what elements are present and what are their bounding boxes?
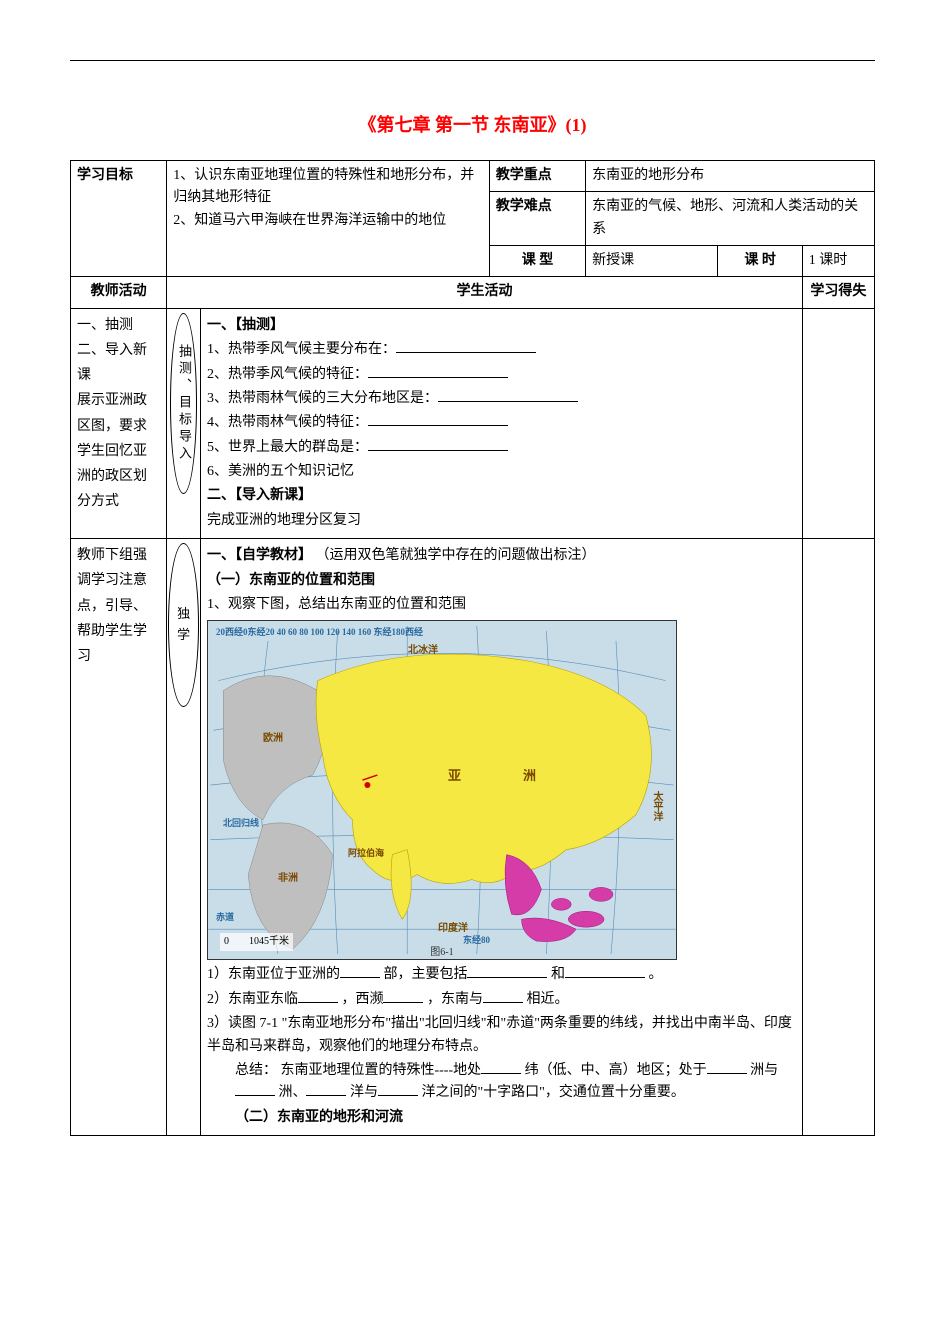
a2-d: 相近。 bbox=[526, 992, 568, 1007]
sum-e: 洋与 bbox=[350, 1085, 378, 1100]
map-caption: 图6-1 bbox=[430, 945, 453, 960]
phase-bubble-2: 独学 bbox=[168, 543, 199, 707]
type-text: 新授课 bbox=[586, 245, 718, 276]
quiz-q2: 2、热带季风气候的特征： bbox=[207, 367, 368, 382]
map-label-arctic: 北冰洋 bbox=[408, 643, 438, 659]
map-label-europe: 欧洲 bbox=[263, 731, 283, 747]
map-label-africa: 非洲 bbox=[278, 871, 298, 887]
blank[interactable] bbox=[396, 339, 536, 353]
blank[interactable] bbox=[368, 364, 508, 378]
a1-d: 。 bbox=[648, 967, 662, 982]
goal-text: 1、认识东南亚地理位置的特殊性和地形分布，并归纳其地形特征 2、知道马六甲海峡在… bbox=[167, 160, 490, 277]
section-2-title: （二）东南亚的地形和河流 bbox=[207, 1107, 796, 1129]
difficulty-text: 东南亚的气候、地形、河流和人类活动的关系 bbox=[586, 192, 875, 246]
blank[interactable] bbox=[306, 1082, 346, 1096]
student-activity-1: 一、【抽测】 1、热带季风气候主要分布在： 2、热带季风气候的特征： 3、热带雨… bbox=[200, 308, 802, 539]
quiz-q1: 1、热带季风气候主要分布在： bbox=[207, 342, 396, 357]
intro-heading: 二、【导入新课】 bbox=[207, 485, 796, 507]
map-label-arabian: 阿拉伯海 bbox=[348, 846, 384, 860]
blank[interactable] bbox=[483, 989, 523, 1003]
a1-b: 部，主要包括 bbox=[383, 967, 467, 982]
quiz-q6: 6、美洲的五个知识记忆 bbox=[207, 461, 796, 483]
sum-d: 洲、 bbox=[278, 1085, 306, 1100]
blank[interactable] bbox=[368, 437, 508, 451]
quiz-q3: 3、热带雨林气候的三大分布地区是： bbox=[207, 391, 438, 406]
sum-a: 东南亚地理位置的特殊性----地处 bbox=[280, 1063, 481, 1078]
student-activity-2: 一、【自学教材】 （运用双色笔就独学中存在的问题做出标注） （一）东南亚的位置和… bbox=[200, 539, 802, 1136]
col-student: 学生活动 bbox=[167, 277, 802, 308]
map-top-ticks: 20西经0东经20 40 60 80 100 120 140 160 东经180… bbox=[216, 625, 423, 639]
section-1-title: （一）东南亚的位置和范围 bbox=[207, 570, 796, 592]
gain-cell-1[interactable] bbox=[802, 308, 874, 539]
period-text: 1 课时 bbox=[802, 245, 874, 276]
a1-a: 1）东南亚位于亚洲的 bbox=[207, 967, 340, 982]
period-label: 课 时 bbox=[718, 245, 802, 276]
map-label-e80: 东经80 bbox=[463, 933, 490, 947]
gain-cell-2[interactable] bbox=[802, 539, 874, 1136]
blank[interactable] bbox=[438, 388, 578, 402]
blank[interactable] bbox=[298, 989, 338, 1003]
map-label-tropic: 北回归线 bbox=[223, 816, 259, 830]
map-scale: 0 1045千米 bbox=[220, 933, 293, 951]
teacher-activity-1: 一、抽测 二、导入新课 展示亚洲政区图，要求学生回忆亚洲的政区划分方式 bbox=[71, 308, 167, 539]
selfstudy-heading: 一、【自学教材】 bbox=[207, 548, 312, 563]
a3-text: 3）读图 7-1 "东南亚地形分布"描出"北回归线"和"赤道"两条重要的纬线，并… bbox=[207, 1013, 796, 1058]
quiz-heading: 一、【抽测】 bbox=[207, 315, 796, 337]
map-label-pacific: 太平洋 bbox=[648, 791, 664, 821]
blank[interactable] bbox=[383, 989, 423, 1003]
blank[interactable] bbox=[707, 1060, 747, 1074]
col-teacher: 教师活动 bbox=[71, 277, 167, 308]
summary-label: 总结： bbox=[235, 1063, 277, 1078]
a1-c: 和 bbox=[551, 967, 565, 982]
keypoint-label: 教学重点 bbox=[489, 160, 585, 191]
blank[interactable] bbox=[565, 964, 645, 978]
blank[interactable] bbox=[340, 964, 380, 978]
a2-c: ，东南与 bbox=[427, 992, 483, 1007]
lesson-table: 学习目标 1、认识东南亚地理位置的特殊性和地形分布，并归纳其地形特征 2、知道马… bbox=[70, 160, 875, 1136]
map-svg bbox=[208, 621, 676, 959]
map-label-asia: 亚 洲 bbox=[448, 766, 548, 787]
quiz-q5: 5、世界上最大的群岛是： bbox=[207, 440, 368, 455]
page-title: 《第七章 第一节 东南亚》(1) bbox=[70, 111, 875, 140]
phase-bubble-1: 抽测、目标导入 bbox=[170, 313, 197, 494]
a2-a: 2）东南亚东临 bbox=[207, 992, 298, 1007]
sum-c: 洲与 bbox=[750, 1063, 778, 1078]
intro-body: 完成亚洲的地理分区复习 bbox=[207, 510, 796, 532]
sum-f: 洋之间的"十字路口"，交通位置十分重要。 bbox=[421, 1085, 684, 1100]
quiz-q4: 4、热带雨林气候的特征： bbox=[207, 415, 368, 430]
keypoint-text: 东南亚的地形分布 bbox=[586, 160, 875, 191]
blank[interactable] bbox=[378, 1082, 418, 1096]
blank[interactable] bbox=[481, 1060, 521, 1074]
teacher-activity-2: 教师下组强调学习注意点，引导、帮助学生学习 bbox=[71, 539, 167, 1136]
col-gain: 学习得失 bbox=[802, 277, 874, 308]
section-1-p1: 1、观察下图，总结出东南亚的位置和范围 bbox=[207, 594, 796, 616]
blank[interactable] bbox=[368, 412, 508, 426]
goal-label: 学习目标 bbox=[71, 160, 167, 277]
difficulty-label: 教学难点 bbox=[489, 192, 585, 246]
blank[interactable] bbox=[235, 1082, 275, 1096]
sum-b: 纬（低、中、高）地区；处于 bbox=[525, 1063, 707, 1078]
map-label-equator: 赤道 bbox=[216, 910, 234, 924]
asia-map: 20西经0东经20 40 60 80 100 120 140 160 东经180… bbox=[207, 620, 677, 960]
type-label: 课 型 bbox=[489, 245, 585, 276]
selfstudy-note: （运用双色笔就独学中存在的问题做出标注） bbox=[315, 548, 595, 563]
a2-b: ，西濒 bbox=[341, 992, 383, 1007]
blank[interactable] bbox=[467, 964, 547, 978]
